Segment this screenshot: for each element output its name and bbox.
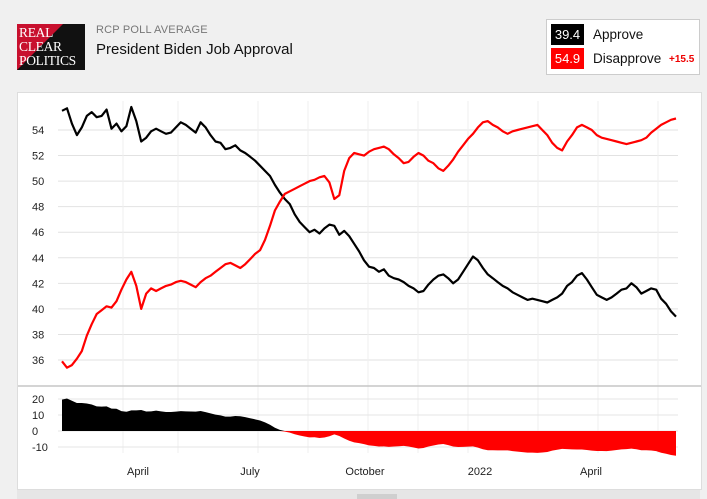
logo-line-3: POLITICS — [19, 53, 76, 68]
logo-flag — [17, 24, 63, 70]
chart-svg[interactable]: 36 38 40 42 44 46 48 50 52 54 20 10 0 -10 April July Oct… — [18, 93, 701, 489]
spread-y-tick-label: 10 — [32, 410, 44, 422]
y-tick-label: 48 — [32, 202, 44, 214]
legend-box: 39.4 Approve 54.9 Disapprove +15.5 — [546, 19, 700, 75]
y-tick-label: 50 — [32, 176, 44, 188]
header: REAL CLEAR POLITICS RCP POLL AVERAGE Pre… — [0, 0, 707, 88]
y-tick-label: 52 — [32, 151, 44, 163]
disapprove-line — [61, 117, 677, 369]
spread-area-negative — [62, 431, 676, 456]
logo-line-2: CLEAR — [19, 39, 62, 54]
approve-line — [61, 105, 677, 318]
disapprove-value: 54.9 — [551, 48, 584, 69]
disapprove-label: Disapprove — [593, 51, 662, 66]
chart-title: President Biden Job Approval — [96, 41, 293, 58]
spread-y-tick-label: 20 — [32, 394, 44, 406]
y-tick-label: 42 — [32, 278, 44, 290]
y-tick-label: 44 — [32, 253, 44, 265]
range-scrollbar[interactable] — [17, 490, 700, 499]
spread-value: +15.5 — [669, 54, 695, 65]
chart-panel: 36 38 40 42 44 46 48 50 52 54 20 10 0 -10 April July Oct… — [17, 92, 702, 490]
approve-label: Approve — [593, 27, 644, 42]
y-tick-label: 54 — [32, 125, 44, 137]
legend-disapprove[interactable]: 54.9 Disapprove +15.5 — [551, 48, 697, 69]
logo-line-1: REAL — [19, 25, 54, 40]
y-tick-label: 46 — [32, 227, 44, 239]
scrollbar-handle[interactable] — [357, 494, 397, 499]
x-tick-label: April — [127, 466, 149, 478]
y-tick-label: 38 — [32, 329, 44, 341]
legend-approve[interactable]: 39.4 Approve — [551, 24, 697, 45]
spread-y-tick-label: -10 — [32, 442, 48, 454]
spread-area-positive — [62, 398, 676, 431]
y-tick-label: 36 — [32, 355, 44, 367]
chart-kicker: RCP POLL AVERAGE — [96, 24, 208, 36]
x-tick-label: April — [580, 466, 602, 478]
x-tick-label: October — [345, 466, 384, 478]
x-tick-label: 2022 — [468, 466, 492, 478]
y-tick-label: 40 — [32, 304, 44, 316]
x-tick-label: July — [240, 466, 260, 478]
spread-y-tick-label: 0 — [32, 426, 38, 438]
rcp-logo[interactable]: REAL CLEAR POLITICS — [17, 24, 85, 70]
approve-value: 39.4 — [551, 24, 584, 45]
